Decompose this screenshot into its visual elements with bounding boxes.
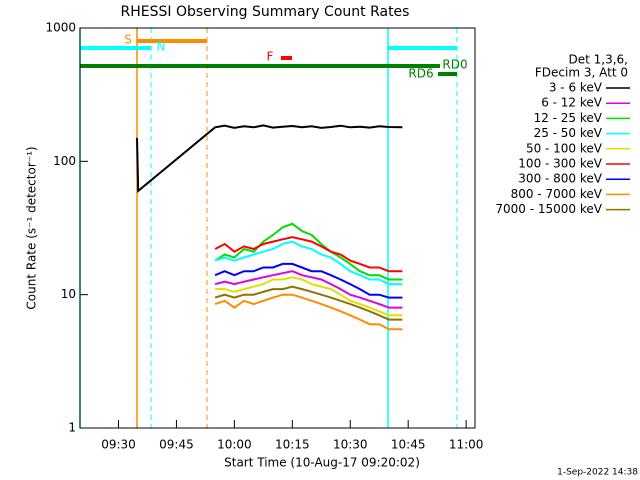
series-line: [214, 240, 403, 286]
x-tick-label: 10:30: [333, 438, 368, 452]
legend-label: 25 - 50 keV: [534, 126, 603, 140]
legend-label: 50 - 100 keV: [526, 141, 603, 155]
x-tick-label: 09:45: [159, 438, 194, 452]
legend-label: 3 - 6 keV: [549, 81, 603, 95]
legend-header: Det 1,3,6,: [569, 53, 629, 67]
y-tick-label: 10: [61, 287, 76, 301]
y-tick-label: 100: [53, 154, 76, 168]
x-tick-label: 09:30: [101, 438, 136, 452]
x-tick-label: 10:00: [217, 438, 252, 452]
footer: 1-Sep-2022 14:38: [557, 468, 638, 478]
annotations: S N F RD0 RD6: [79, 28, 468, 428]
annotation-label: RD6: [408, 67, 433, 81]
series-line: [214, 236, 403, 273]
legend-label: 100 - 300 keV: [518, 157, 602, 171]
legend-label: 6 - 12 keV: [541, 96, 603, 110]
annotation-label: F: [267, 50, 274, 64]
series-line: [215, 276, 403, 317]
y-tick-label: 1: [68, 421, 76, 435]
annotation-label: S: [124, 33, 132, 47]
y-tick-label: 1000: [45, 21, 76, 35]
series-line: [136, 124, 403, 193]
plot-frame: [79, 27, 476, 429]
series-line: [214, 293, 403, 331]
annotation-label: N: [157, 40, 166, 54]
chart-title: RHESSI Observing Summary Count Rates: [121, 4, 410, 20]
annotation-label: RD0: [442, 58, 467, 72]
legend-header: FDecim 3, Att 0: [535, 66, 628, 80]
legend-label: 800 - 7000 keV: [511, 187, 603, 201]
legend-label: 300 - 800 keV: [518, 172, 602, 186]
series-line: [214, 262, 403, 299]
x-tick-label: 10:15: [275, 438, 310, 452]
x-tick-label: 11:00: [449, 438, 484, 452]
x-tick-label: 10:45: [391, 438, 426, 452]
series-line: [214, 270, 403, 309]
series-line: [214, 285, 403, 321]
legend-label: 7000 - 15000 keV: [495, 202, 602, 216]
series-line: [214, 222, 403, 281]
x-axis-label: Start Time (10-Aug-17 09:20:02): [224, 456, 420, 470]
y-axis-label: Count Rate (s⁻¹ detector⁻¹): [25, 146, 39, 309]
legend-label: 12 - 25 keV: [534, 111, 603, 125]
